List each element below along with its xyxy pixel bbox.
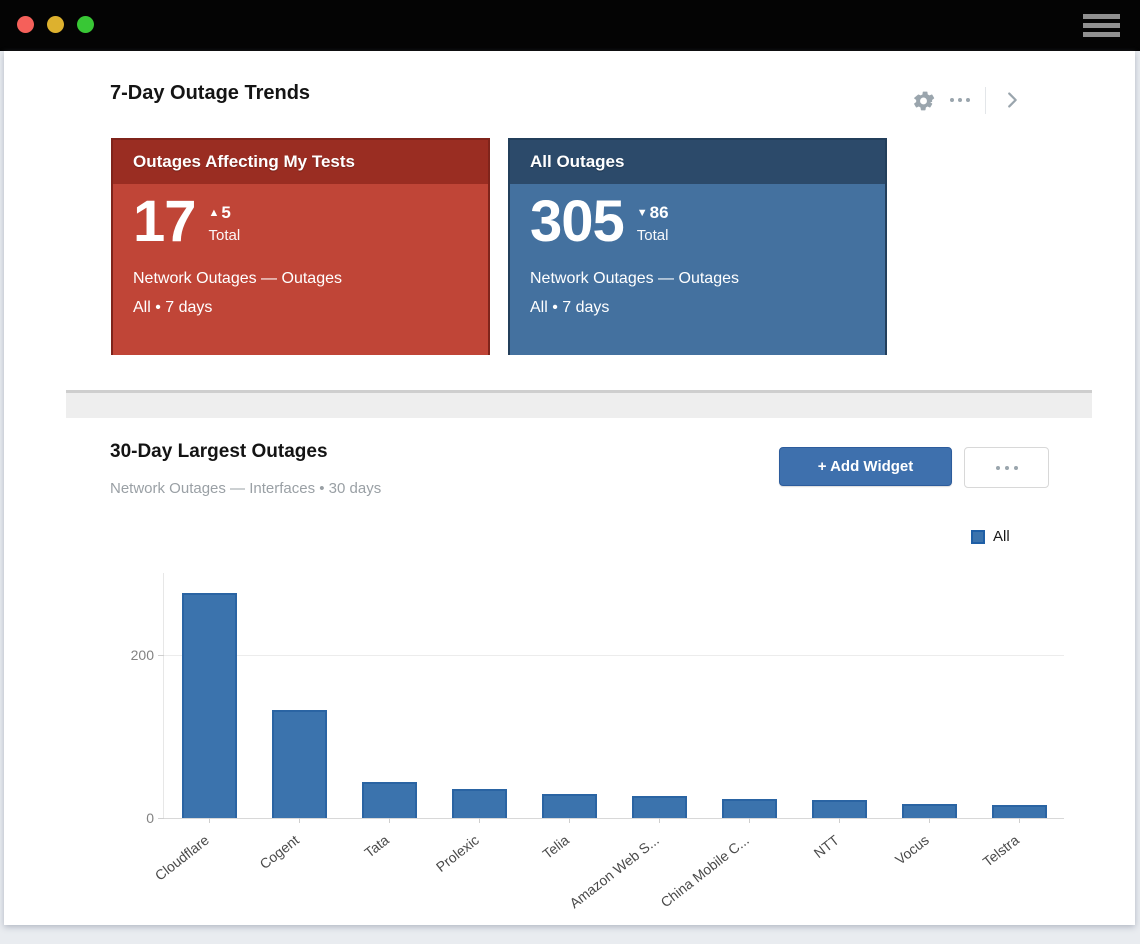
delta-total-label: Total <box>208 227 241 244</box>
chevron-right-icon[interactable] <box>1001 89 1023 111</box>
bar-telstra[interactable] <box>991 804 1047 818</box>
menu-bar <box>1083 32 1120 37</box>
delta-line: ▼ 86 <box>637 204 669 222</box>
delta-up-icon: ▲ <box>208 207 220 219</box>
widget-more-button[interactable] <box>964 447 1049 488</box>
largest-outages-title: 30-Day Largest Outages <box>110 441 328 462</box>
delta-line: ▲ 5 <box>209 204 241 222</box>
y-axis-tick <box>158 654 164 656</box>
y-axis-tick <box>158 818 164 819</box>
trends-header-actions <box>912 85 1023 115</box>
card-line1: Network Outages — Outages <box>133 270 342 287</box>
card-header: Outages Affecting My Tests <box>113 140 488 184</box>
window-titlebar <box>0 0 1140 51</box>
x-axis-tick <box>479 818 480 823</box>
largest-outages-subtitle: Network Outages — Interfaces • 30 days <box>110 480 382 497</box>
x-axis-tick <box>659 818 660 823</box>
card-value-row: 305 ▼ 86 Total <box>530 193 865 251</box>
x-axis-tick <box>389 818 390 823</box>
x-axis-tick <box>929 818 930 823</box>
card-all-outages[interactable]: All Outages 305 ▼ 86 Total Network Outage… <box>508 138 887 355</box>
x-axis-tick <box>749 818 750 823</box>
card-value-row: 17 ▲ 5 Total <box>133 193 468 251</box>
delta-total-label: Total <box>636 227 669 244</box>
delta-value: 5 <box>221 203 231 222</box>
x-axis-tick <box>299 818 300 823</box>
y-axis-label: 0 <box>146 810 154 826</box>
bar-cogent[interactable] <box>271 710 327 818</box>
bar-prolexic[interactable] <box>451 788 507 818</box>
legend-label: All <box>993 528 1010 545</box>
card-value: 305 <box>530 189 625 254</box>
menu-bar <box>1083 23 1120 28</box>
zoom-window-icon[interactable] <box>77 16 94 33</box>
card-body: 305 ▼ 86 Total Network Outages — Outages … <box>510 184 885 355</box>
vertical-divider <box>985 86 986 114</box>
ellipsis-icon[interactable] <box>950 98 970 102</box>
card-header: All Outages <box>510 140 885 184</box>
chart-legend-item-all[interactable]: All <box>971 528 1010 545</box>
x-axis-tick <box>209 818 210 823</box>
dashboard-panel: 7-Day Outage Trends Outages Affecting My… <box>4 51 1135 925</box>
dot <box>1013 465 1018 470</box>
chart-plot: 0 200 Cloudflare Cogent Tata Prolexic Telia Ama… <box>131 573 1064 911</box>
card-line2: All • 7 days <box>530 299 610 316</box>
dot <box>950 98 954 102</box>
dot <box>995 465 1000 470</box>
y-axis-label: 200 <box>130 646 154 663</box>
card-description: Network Outages — Outages All • 7 days <box>530 264 865 322</box>
card-value: 17 <box>133 189 197 254</box>
dot <box>958 98 962 102</box>
card-line2: All • 7 days <box>133 299 213 316</box>
bar-amazon-web-s-[interactable] <box>631 795 687 818</box>
bar-tata[interactable] <box>361 782 417 818</box>
x-axis-tick <box>1019 818 1020 823</box>
dot <box>1004 465 1009 470</box>
hamburger-menu-icon[interactable] <box>1083 14 1120 37</box>
delta-value: 86 <box>649 203 669 222</box>
traffic-lights <box>17 16 94 33</box>
card-outages-affecting-my-tests[interactable]: Outages Affecting My Tests 17 ▲ 5 Total N… <box>111 138 490 355</box>
gridline <box>164 654 1064 656</box>
bar-ntt[interactable] <box>811 800 867 818</box>
bar-cloudflare[interactable] <box>181 593 237 818</box>
x-axis-tick <box>839 818 840 823</box>
x-axis-tick <box>569 818 570 823</box>
minimize-window-icon[interactable] <box>47 16 64 33</box>
add-widget-button[interactable]: + Add Widget <box>779 447 952 486</box>
card-delta: ▲ 5 Total <box>208 204 241 245</box>
gear-icon[interactable] <box>912 89 935 112</box>
dot <box>966 98 970 102</box>
trend-cards: Outages Affecting My Tests 17 ▲ 5 Total N… <box>111 138 887 355</box>
card-line1: Network Outages — Outages <box>530 270 739 287</box>
section-divider <box>66 390 1092 418</box>
legend-swatch <box>971 529 985 544</box>
menu-bar <box>1083 14 1120 19</box>
bar-telia[interactable] <box>541 793 597 818</box>
bar-vocus[interactable] <box>901 804 957 818</box>
card-description: Network Outages — Outages All • 7 days <box>133 264 468 322</box>
close-window-icon[interactable] <box>17 16 34 33</box>
bar-china-mobile-c-[interactable] <box>721 799 777 818</box>
card-body: 17 ▲ 5 Total Network Outages — Outages Al… <box>113 184 488 355</box>
trends-section-title: 7-Day Outage Trends <box>110 82 311 104</box>
card-delta: ▼ 86 Total <box>636 204 669 245</box>
delta-down-icon: ▼ <box>636 207 648 219</box>
